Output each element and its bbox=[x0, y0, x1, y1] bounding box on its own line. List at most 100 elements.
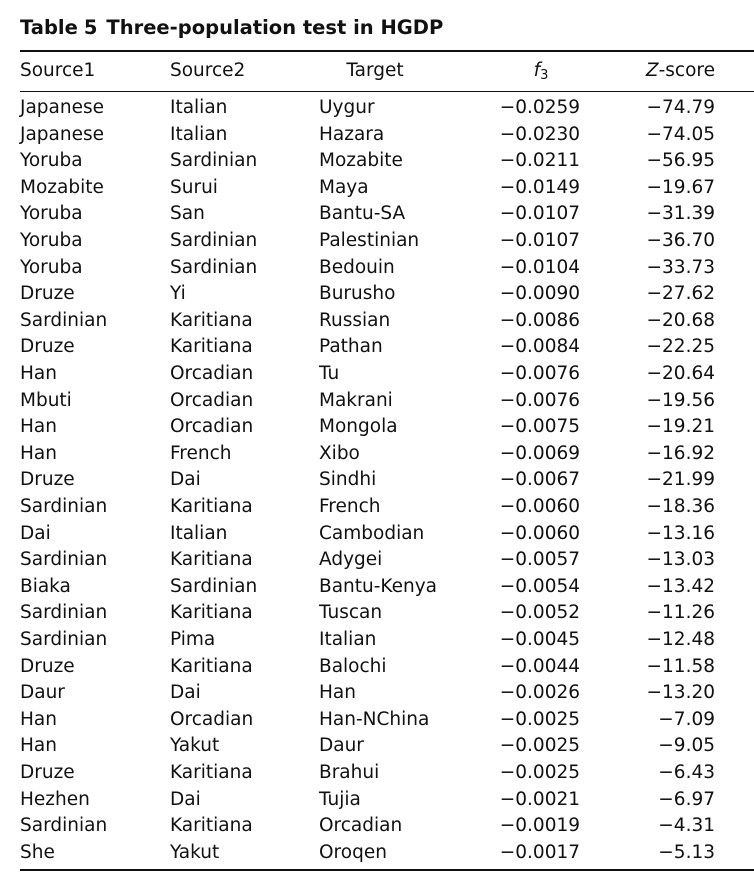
cell-source1: Sardinian bbox=[20, 815, 108, 837]
cell-source2: Dai bbox=[170, 682, 201, 704]
table-label: Table bbox=[20, 16, 78, 39]
cell-source1: Japanese bbox=[20, 97, 104, 118]
cell-source2: Dai bbox=[170, 469, 201, 491]
cell-target: Tuscan bbox=[319, 602, 383, 624]
cell-z-score: −33.73 bbox=[646, 256, 715, 278]
cell-source1: Sardinian bbox=[20, 309, 108, 331]
cell-z-score: −16.92 bbox=[646, 442, 715, 464]
cell-z-score: −21.99 bbox=[646, 469, 715, 491]
cell-z-score: −56.95 bbox=[646, 150, 715, 172]
cell-f3: −0.0076 bbox=[499, 363, 580, 384]
cell-z-score: −13.20 bbox=[646, 682, 715, 704]
cell-target: Mongola bbox=[319, 416, 398, 438]
cell-source1: Sardinian bbox=[20, 602, 108, 624]
cell-f3: −0.0057 bbox=[499, 549, 580, 571]
cell-f3: −0.0060 bbox=[499, 522, 580, 544]
table-number: 5 bbox=[83, 16, 98, 39]
cell-f3: −0.0104 bbox=[499, 256, 580, 278]
cell-source1: Han bbox=[20, 363, 57, 384]
cell-source1: Japanese bbox=[20, 123, 104, 145]
cell-source2: Yi bbox=[170, 283, 186, 305]
cell-f3: −0.0069 bbox=[499, 442, 580, 464]
cell-target: Orcadian bbox=[319, 815, 403, 837]
table-row: Sardinian Karitiana Tuscan −0.0052 −11.26 bbox=[0, 600, 754, 627]
header-source2: Source2 bbox=[170, 60, 246, 81]
cell-source2: Sardinian bbox=[170, 230, 258, 251]
cell-source2: Karitiana bbox=[170, 762, 253, 783]
cell-source2: Italian bbox=[170, 97, 228, 118]
cell-source2: Orcadian bbox=[170, 708, 254, 730]
cell-f3: −0.0054 bbox=[499, 575, 580, 597]
cell-z-score: −36.70 bbox=[646, 230, 715, 251]
cell-source2: Pima bbox=[170, 629, 216, 650]
cell-source2: Orcadian bbox=[170, 363, 254, 384]
table-row: Daur Dai Han −0.0026 −13.20 bbox=[0, 680, 754, 707]
cell-f3: −0.0086 bbox=[499, 309, 580, 331]
table-header: Source1 Source2 Target f3 Z-score bbox=[0, 58, 754, 85]
cell-source1: Druze bbox=[20, 283, 75, 305]
cell-z-score: −5.13 bbox=[658, 841, 715, 863]
table-row: Sardinian Pima Italian −0.0045 −12.48 bbox=[0, 627, 754, 654]
cell-z-score: −31.39 bbox=[646, 203, 715, 225]
cell-z-score: −7.09 bbox=[658, 708, 715, 730]
cell-source2: Sardinian bbox=[170, 256, 258, 278]
cell-f3: −0.0045 bbox=[499, 629, 580, 650]
cell-z-score: −11.26 bbox=[646, 602, 715, 624]
cell-f3: −0.0259 bbox=[499, 97, 580, 118]
cell-source1: Sardinian bbox=[20, 629, 108, 650]
cell-target: Uygur bbox=[319, 97, 375, 118]
cell-z-score: −13.16 bbox=[646, 522, 715, 544]
cell-source1: Hezhen bbox=[20, 788, 90, 810]
z-rest: -score bbox=[658, 60, 715, 81]
table-row: Han Yakut Daur −0.0025 −9.05 bbox=[0, 733, 754, 760]
cell-source1: Sardinian bbox=[20, 549, 108, 571]
cell-target: Xibo bbox=[319, 442, 360, 464]
cell-source2: Yakut bbox=[170, 735, 220, 757]
cell-target: Han-NChina bbox=[319, 708, 430, 730]
table-row: Druze Karitiana Balochi −0.0044 −11.58 bbox=[0, 654, 754, 681]
cell-target: Bedouin bbox=[319, 256, 395, 278]
cell-source2: Orcadian bbox=[170, 389, 254, 411]
cell-source2: Yakut bbox=[170, 841, 220, 863]
cell-target: Makrani bbox=[319, 389, 393, 411]
table-row: Sardinian Karitiana Adygei −0.0057 −13.03 bbox=[0, 547, 754, 574]
cell-f3: −0.0149 bbox=[499, 176, 580, 198]
cell-source1: Yoruba bbox=[20, 150, 83, 172]
cell-source1: Mbuti bbox=[20, 389, 72, 411]
cell-source1: Druze bbox=[20, 762, 75, 783]
cell-target: Italian bbox=[319, 629, 377, 650]
cell-source2: Karitiana bbox=[170, 496, 253, 517]
cell-f3: −0.0067 bbox=[499, 469, 580, 491]
cell-z-score: −4.31 bbox=[658, 815, 715, 837]
cell-target: Maya bbox=[319, 176, 369, 198]
cell-target: Pathan bbox=[319, 336, 383, 358]
cell-target: French bbox=[319, 496, 381, 517]
table-row: Dai Italian Cambodian −0.0060 −13.16 bbox=[0, 521, 754, 548]
cell-target: Han bbox=[319, 682, 356, 704]
cell-source1: Yoruba bbox=[20, 256, 83, 278]
cell-f3: −0.0052 bbox=[499, 602, 580, 624]
table-row: Yoruba San Bantu-SA −0.0107 −31.39 bbox=[0, 201, 754, 228]
cell-source2: Italian bbox=[170, 522, 228, 544]
cell-source2: Orcadian bbox=[170, 416, 254, 438]
cell-z-score: −6.43 bbox=[658, 762, 715, 783]
table-caption: Table 5 Three-population test in HGDP bbox=[20, 14, 443, 42]
cell-source1: Sardinian bbox=[20, 496, 108, 517]
cell-z-score: −74.05 bbox=[646, 123, 715, 145]
cell-z-score: −20.64 bbox=[646, 363, 715, 384]
cell-source2: Sardinian bbox=[170, 150, 258, 172]
cell-source2: Karitiana bbox=[170, 549, 253, 571]
cell-source1: Druze bbox=[20, 336, 75, 358]
cell-f3: −0.0025 bbox=[499, 735, 580, 757]
cell-target: Adygei bbox=[319, 549, 383, 571]
cell-target: Palestinian bbox=[319, 230, 420, 251]
cell-source1: Daur bbox=[20, 682, 65, 704]
cell-target: Sindhi bbox=[319, 469, 377, 491]
cell-z-score: −13.03 bbox=[646, 549, 715, 571]
table-row: Han Orcadian Tu −0.0076 −20.64 bbox=[0, 361, 754, 388]
cell-f3: −0.0019 bbox=[499, 815, 580, 837]
cell-source1: Mozabite bbox=[20, 176, 104, 198]
cell-source2: Karitiana bbox=[170, 309, 253, 331]
cell-target: Burusho bbox=[319, 283, 396, 305]
top-rule bbox=[20, 50, 754, 52]
